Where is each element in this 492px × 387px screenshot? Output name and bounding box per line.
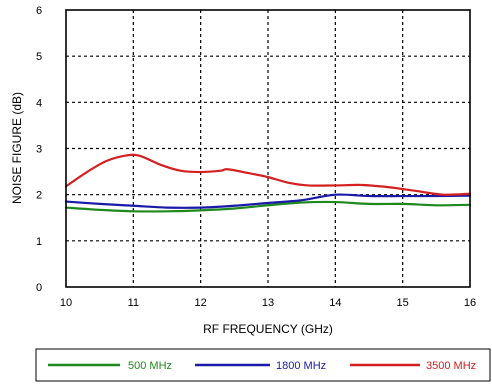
- y-tick-label: 6: [36, 5, 42, 17]
- y-tick-label: 2: [36, 190, 42, 202]
- plot-frame: [65, 9, 471, 288]
- series-line-2: [64, 153, 472, 196]
- x-tick-label: 14: [329, 297, 341, 309]
- series-line-1: [64, 193, 472, 209]
- y-tick-label: 0: [36, 282, 42, 294]
- x-tick-label: 12: [195, 297, 207, 309]
- legend-label-0: 500 MHz: [128, 360, 172, 372]
- y-tick-label: 1: [36, 236, 42, 248]
- y-tick-label: 4: [36, 97, 42, 109]
- x-axis-title: RF FREQUENCY (GHz): [203, 322, 333, 336]
- x-tick-label: 13: [262, 297, 274, 309]
- grid-lines: [66, 10, 470, 287]
- x-tick-label: 15: [397, 297, 409, 309]
- legend-label-2: 3500 MHz: [426, 360, 476, 372]
- y-tick-label: 5: [36, 51, 42, 63]
- x-tick-label: 11: [128, 297, 139, 309]
- series-line-0: [64, 200, 472, 213]
- x-tick-label: 10: [60, 297, 72, 309]
- series-lines: [64, 153, 472, 213]
- x-tick-label: 16: [464, 297, 476, 309]
- y-axis-title: NOISE FIGURE (dB): [10, 92, 24, 204]
- legend: 500 MHz 1800 MHz 3500 MHz: [48, 360, 476, 372]
- y-tick-label: 3: [36, 144, 42, 156]
- legend-box: [35, 348, 491, 382]
- legend-label-1: 1800 MHz: [276, 360, 326, 372]
